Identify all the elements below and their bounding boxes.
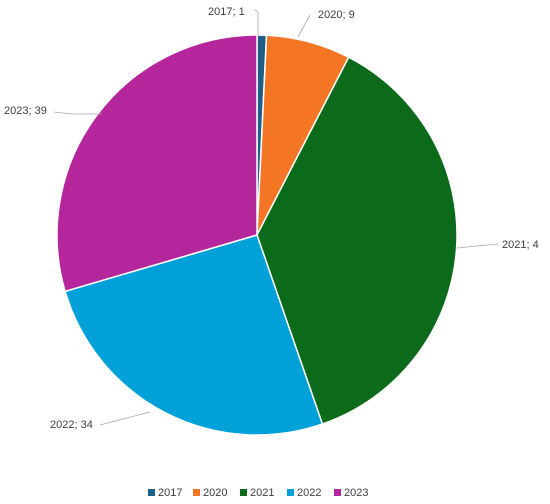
leader-line-2021 (456, 243, 499, 249)
data-label-2023: 2023; 39 (4, 105, 47, 117)
legend-label-2022: 2022 (297, 487, 321, 499)
pie-slices (56, 34, 458, 436)
leader-line-2022 (99, 411, 151, 426)
data-label-2022: 2022; 34 (50, 419, 93, 431)
leader-line-2023 (53, 111, 102, 115)
leader-lines (53, 9, 499, 426)
pie-slice-2022 (64, 234, 324, 436)
legend: 2017 2020 2021 2022 2023 (148, 487, 368, 499)
data-label-2020: 2020; 9 (318, 9, 355, 21)
leader-line-2020 (297, 14, 311, 38)
legend-label-2020: 2020 (203, 487, 227, 499)
legend-label-2021: 2021 (250, 487, 274, 499)
data-label-2017: 2017; 1 (208, 6, 245, 18)
legend-swatch-2017 (148, 489, 155, 496)
legend-swatch-2022 (287, 489, 294, 496)
leader-line-2017 (254, 9, 259, 36)
legend-swatch-2023 (334, 489, 341, 496)
pie-slice-2023 (56, 34, 258, 293)
legend-label-2023: 2023 (344, 487, 368, 499)
legend-label-2017: 2017 (158, 487, 182, 499)
legend-swatch-2020 (193, 489, 200, 496)
data-label-2021: 2021; 4 (502, 239, 539, 251)
pie-slice-2021 (256, 56, 458, 425)
legend-swatch-2021 (240, 489, 247, 496)
